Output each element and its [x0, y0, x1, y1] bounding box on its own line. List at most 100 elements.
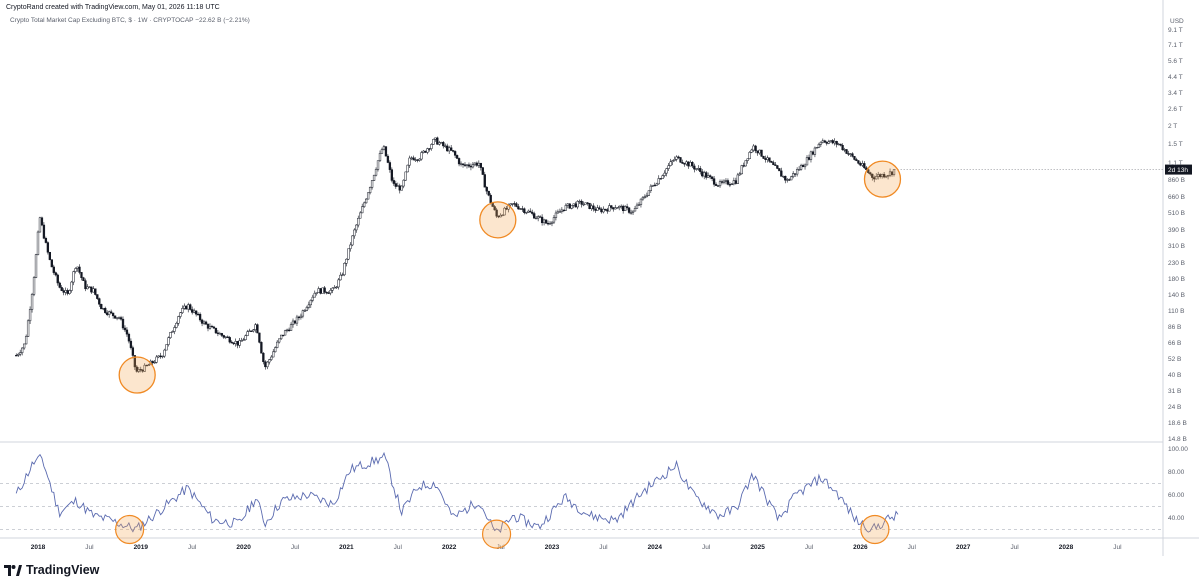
candle-body-down [131, 347, 135, 356]
candle-body-up [803, 164, 807, 168]
time-axis-year-label: 2025 [750, 544, 765, 551]
candle-body-up [34, 254, 38, 278]
candle-body-down [606, 209, 609, 212]
candle-body-down [230, 341, 233, 344]
candle-body-down [544, 219, 548, 224]
candle [181, 305, 184, 314]
candle [299, 313, 303, 320]
candle [673, 156, 676, 162]
candle-body-up [675, 156, 678, 160]
candle [191, 306, 194, 315]
candle-body-up [307, 304, 310, 308]
candle [708, 174, 712, 180]
candle [827, 139, 830, 145]
candle [774, 162, 777, 166]
symbol-legend[interactable]: Crypto Total Market Cap Excluding BTC, $… [10, 17, 250, 24]
candle-body-up [440, 142, 443, 144]
candle-body-up [102, 307, 105, 310]
candle-body-up [218, 333, 222, 335]
candle-body-up [641, 196, 645, 200]
candle [30, 292, 34, 313]
candle-body-up [234, 341, 237, 344]
candle-body-down [627, 207, 631, 213]
candle [325, 291, 328, 295]
candle [829, 140, 832, 143]
candle-body-up [396, 185, 399, 187]
candle [232, 342, 235, 346]
candle [60, 285, 63, 292]
candle [596, 204, 599, 211]
candle-body-down [871, 173, 874, 178]
candle-body-down [538, 216, 542, 218]
time-axis-month-label: Jul [599, 544, 608, 551]
price-tick-label: 52 B [1168, 356, 1181, 363]
candle [760, 149, 763, 157]
candle [592, 203, 595, 212]
candle-body-up [602, 208, 605, 213]
candle [388, 160, 392, 173]
candle [384, 146, 388, 157]
candle-body-down [260, 342, 263, 354]
candle [196, 312, 200, 316]
candle-body-down [515, 203, 518, 207]
candle-body-up [17, 353, 20, 356]
candle-body-up [527, 210, 530, 213]
candle-body-down [133, 355, 137, 368]
candle [246, 329, 249, 337]
candle-body-up [86, 286, 89, 290]
candle [618, 205, 621, 211]
candle [859, 161, 862, 167]
candle-body-up [143, 364, 146, 372]
candle [370, 180, 374, 190]
candle [82, 276, 85, 281]
candle-body-down [206, 324, 210, 329]
rsi-line [15, 451, 899, 534]
candle-body-up [444, 145, 447, 147]
candle [194, 310, 198, 317]
candle-body-up [420, 152, 423, 160]
candle-body-up [175, 323, 178, 328]
price-tick-label: 140 B [1168, 292, 1185, 299]
candle-body-down [185, 305, 188, 310]
candle [586, 202, 589, 206]
candle [238, 338, 241, 348]
candle [633, 206, 637, 212]
candle [754, 144, 757, 154]
candle-body-down [90, 286, 93, 293]
candle-body-down [882, 173, 886, 178]
candle [483, 171, 486, 188]
candle-body-up [558, 211, 562, 213]
candle [331, 287, 334, 294]
time-axis-year-label: 2023 [545, 544, 560, 551]
candle-body-up [347, 248, 350, 260]
candle-body-down [513, 203, 516, 205]
candle-body-down [574, 203, 577, 208]
candle-body-down [835, 141, 838, 145]
candle [457, 157, 461, 167]
candle [515, 202, 518, 208]
candle [175, 321, 178, 329]
candle [396, 182, 399, 187]
candle-body-up [363, 202, 366, 207]
candle [643, 194, 647, 199]
candle [264, 360, 267, 370]
candle [485, 186, 488, 195]
candle [671, 159, 674, 166]
candle [841, 143, 844, 151]
candle [588, 202, 591, 210]
candle [736, 172, 739, 185]
candle [778, 168, 781, 172]
candle-body-down [825, 142, 828, 144]
candle-body-up [343, 263, 346, 276]
candle-body-down [388, 162, 392, 170]
candle [17, 352, 20, 358]
candle-body-up [746, 158, 749, 161]
price-tick-label: 4.4 T [1168, 74, 1183, 81]
tradingview-footer[interactable]: TradingView [4, 560, 99, 580]
candle-body-down [250, 330, 253, 332]
candle-body-up [408, 157, 411, 166]
candle-body-down [216, 332, 220, 334]
candle-body-up [799, 164, 803, 170]
candle-body-down [683, 163, 686, 165]
